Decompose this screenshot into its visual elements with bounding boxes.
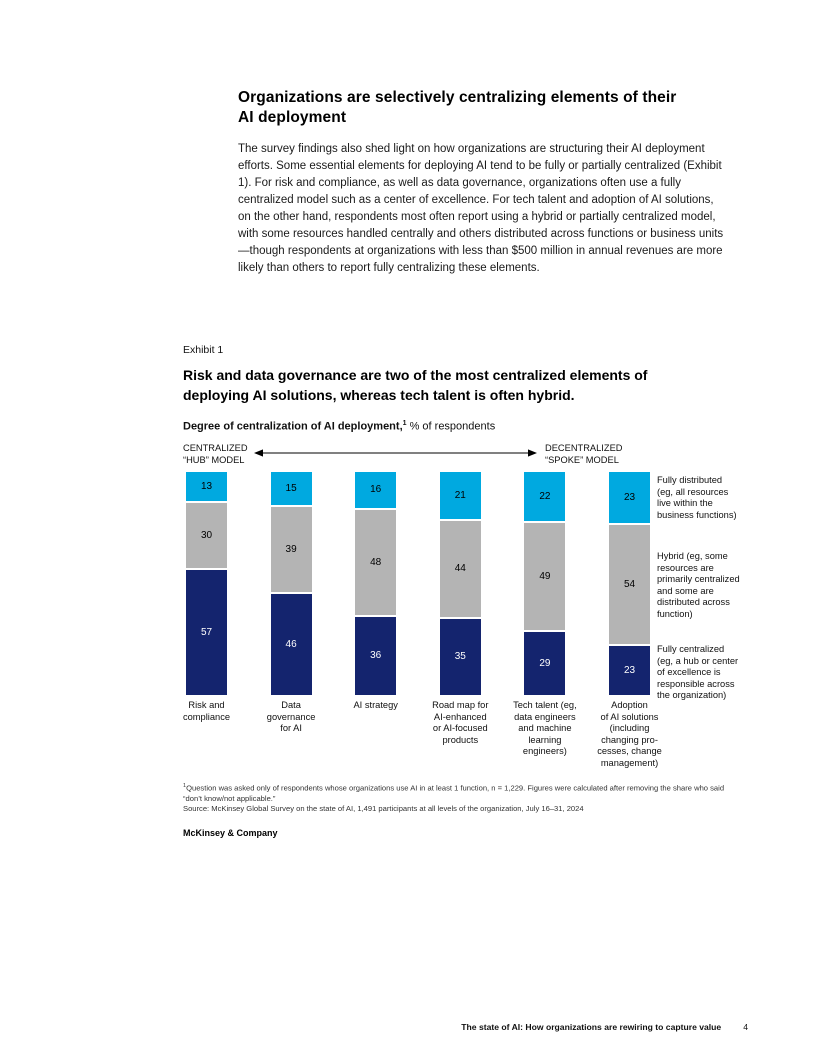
segment-fully-centralized: 29 bbox=[524, 630, 566, 695]
source-line: Source: McKinsey Global Survey on the st… bbox=[183, 803, 584, 813]
category-label-2: Data governance for AI bbox=[266, 700, 316, 733]
value-label: 54 bbox=[623, 578, 636, 590]
segment-hybrid: 44 bbox=[439, 518, 481, 617]
segment-hybrid: 49 bbox=[524, 521, 566, 631]
subtitle-bold: Degree of centralization of AI deploymen… bbox=[183, 420, 403, 433]
segment-fully-distributed: 22 bbox=[524, 472, 566, 522]
value-label: 13 bbox=[200, 480, 213, 492]
bar-1: 13 30 57 bbox=[186, 472, 227, 695]
value-label: 36 bbox=[370, 650, 382, 662]
page-number: 4 bbox=[743, 1022, 748, 1032]
bars-area: 13 30 57 15 39 46 16 48 36 21 44 35 22 49 29 23 54 23 bbox=[183, 472, 653, 695]
mckinsey-brand: McKinsey & Company bbox=[183, 828, 278, 838]
value-label: 39 bbox=[285, 544, 297, 556]
bar-3: 16 48 36 bbox=[355, 472, 397, 695]
value-label: 22 bbox=[539, 491, 551, 503]
bar-2: 15 39 46 bbox=[270, 472, 312, 695]
value-label: 35 bbox=[454, 651, 466, 663]
segment-hybrid: 30 bbox=[186, 500, 227, 568]
section-body: The survey findings also shed light on h… bbox=[238, 143, 724, 274]
segment-fully-centralized: 35 bbox=[439, 616, 481, 695]
page-footer: The state of AI: How organizations are r… bbox=[461, 1022, 748, 1032]
value-label: 57 bbox=[200, 626, 213, 638]
section-heading: Organizations are selectively centralizi… bbox=[238, 89, 677, 126]
bar-5: 22 49 29 bbox=[524, 472, 566, 695]
value-label: 29 bbox=[539, 658, 551, 670]
category-label-6: Adoption of AI solutions (including chan… bbox=[597, 700, 662, 768]
value-label: 16 bbox=[370, 484, 382, 496]
category-label-4: Road map for AI-enhanced or AI-focused p… bbox=[432, 700, 489, 745]
segment-hybrid: 39 bbox=[270, 505, 312, 593]
segment-fully-distributed: 13 bbox=[186, 472, 227, 501]
segment-fully-distributed: 23 bbox=[609, 472, 650, 524]
segment-fully-centralized: 36 bbox=[355, 614, 397, 695]
value-label: 49 bbox=[539, 571, 551, 583]
value-label: 46 bbox=[285, 639, 297, 651]
category-label-1: Risk and compliance bbox=[182, 700, 231, 722]
value-label: 15 bbox=[285, 483, 297, 495]
footnote-marker: 1 bbox=[183, 783, 187, 789]
segment-fully-distributed: 21 bbox=[439, 472, 481, 519]
exhibit-title: Risk and data governance are two of the … bbox=[183, 367, 648, 403]
footnote: 1Question was asked only of respondents … bbox=[183, 781, 745, 804]
legend-hybrid: Hybrid (eg, some resources are primarily… bbox=[657, 551, 740, 619]
bar-4: 21 44 35 bbox=[439, 472, 481, 695]
segment-hybrid: 48 bbox=[355, 507, 397, 615]
segment-fully-centralized: 46 bbox=[270, 592, 312, 695]
segment-hybrid: 54 bbox=[609, 523, 650, 644]
bar-6: 23 54 23 bbox=[609, 472, 650, 695]
legend-fully-centralized: Fully centralized (eg, a hub or center o… bbox=[657, 644, 739, 700]
footnote-block: 1Question was asked only of respondents … bbox=[183, 781, 745, 814]
value-label: 21 bbox=[454, 489, 466, 501]
footer-title: The state of AI: How organizations are r… bbox=[461, 1022, 722, 1032]
category-label-5: Tech talent (eg, data engineers and mach… bbox=[513, 700, 577, 756]
exhibit-subtitle: Degree of centralization of AI deploymen… bbox=[183, 420, 495, 433]
centralization-axis-arrow bbox=[254, 449, 537, 457]
value-label: 23 bbox=[623, 492, 636, 504]
value-label: 44 bbox=[454, 563, 466, 575]
decentralized-spoke-label: DECENTRALIZED “SPOKE” MODEL bbox=[545, 443, 623, 465]
intro-section: Organizations are selectively centralizi… bbox=[238, 88, 724, 277]
stacked-bar-chart: CENTRALIZED “HUB” MODEL DECENTRALIZED “S… bbox=[183, 443, 748, 783]
category-label-3: AI strategy bbox=[353, 700, 398, 710]
legend-fully-distributed: Fully distributed (eg, all resources liv… bbox=[657, 475, 737, 520]
segment-fully-distributed: 15 bbox=[270, 472, 312, 506]
value-label: 48 bbox=[370, 556, 382, 568]
segment-fully-centralized: 57 bbox=[186, 567, 227, 695]
exhibit-label: Exhibit 1 bbox=[183, 344, 224, 356]
centralized-hub-label: CENTRALIZED “HUB” MODEL bbox=[183, 443, 248, 465]
segment-fully-centralized: 23 bbox=[609, 643, 650, 695]
value-label: 23 bbox=[623, 664, 636, 676]
segment-fully-distributed: 16 bbox=[355, 472, 397, 508]
subtitle-rest: % of respondents bbox=[406, 420, 496, 433]
footnote-text: Question was asked only of respondents w… bbox=[183, 783, 725, 803]
subtitle-footnote-marker: 1 bbox=[402, 420, 407, 427]
value-label: 30 bbox=[200, 529, 213, 541]
